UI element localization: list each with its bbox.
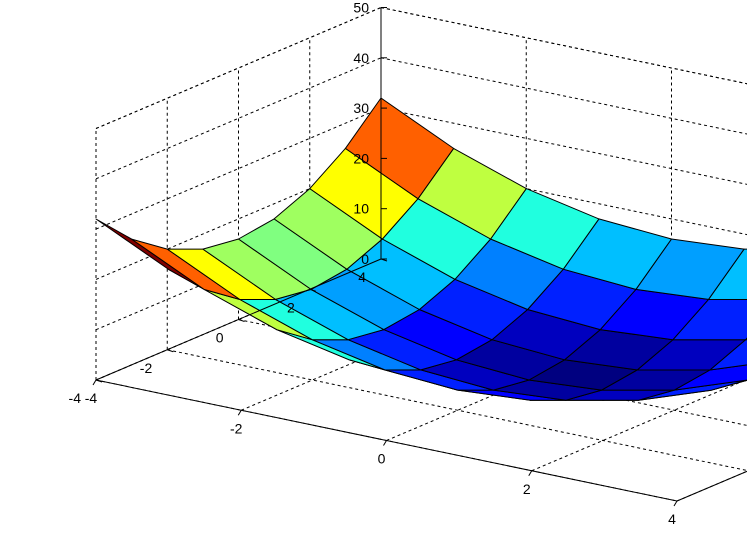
axis-lines xyxy=(92,7,747,507)
grid-line xyxy=(167,349,747,472)
x-tick-mark xyxy=(528,470,533,477)
x-tick-mark xyxy=(383,440,387,446)
z-tick-label: 20 xyxy=(353,150,369,166)
z-tick-label: 40 xyxy=(353,50,369,66)
y-tick-label: 4 xyxy=(358,269,366,285)
x-tick-mark xyxy=(92,379,97,386)
tick-labels: 0 10 20 30 40 50 -4 -2 0 2 4 -4 -2 0 2 4 xyxy=(69,0,677,527)
z-tick-label: 0 xyxy=(361,251,369,267)
axis-edge xyxy=(95,7,382,129)
z-tick-label: 10 xyxy=(353,201,369,217)
grid-line xyxy=(380,107,747,185)
x-tick-label: 2 xyxy=(523,481,531,497)
x-tick-mark xyxy=(673,500,678,507)
grid-line xyxy=(95,7,382,129)
x-tick-label: 4 xyxy=(668,511,676,527)
z-tick-label: 30 xyxy=(353,100,369,116)
y-tick-label: -2 xyxy=(140,360,153,376)
surface-patch xyxy=(344,97,455,200)
y-tick-label: 0 xyxy=(216,330,224,346)
y-tick-label: 2 xyxy=(287,299,295,315)
x-tick-label: -4 xyxy=(85,390,98,406)
z-tick-label: 50 xyxy=(353,0,369,16)
x-tick-label: -2 xyxy=(230,420,243,436)
grid-line xyxy=(95,57,382,180)
surface-mesh xyxy=(95,97,747,401)
x-tick-label: 0 xyxy=(378,451,386,467)
grid-line xyxy=(95,107,382,230)
grid-line xyxy=(380,7,747,85)
y-tick-mark xyxy=(95,379,103,383)
y-tick-mark xyxy=(309,288,316,292)
y-tick-mark xyxy=(238,319,245,322)
x-tick-mark xyxy=(237,409,242,416)
axis-edge xyxy=(676,470,747,502)
y-tick-mark xyxy=(167,349,174,353)
y-tick-label: -4 xyxy=(69,390,82,406)
axis-edge xyxy=(380,7,747,85)
y-tick-mark xyxy=(380,258,388,262)
grid-line xyxy=(380,57,747,135)
grid-line xyxy=(676,470,747,502)
